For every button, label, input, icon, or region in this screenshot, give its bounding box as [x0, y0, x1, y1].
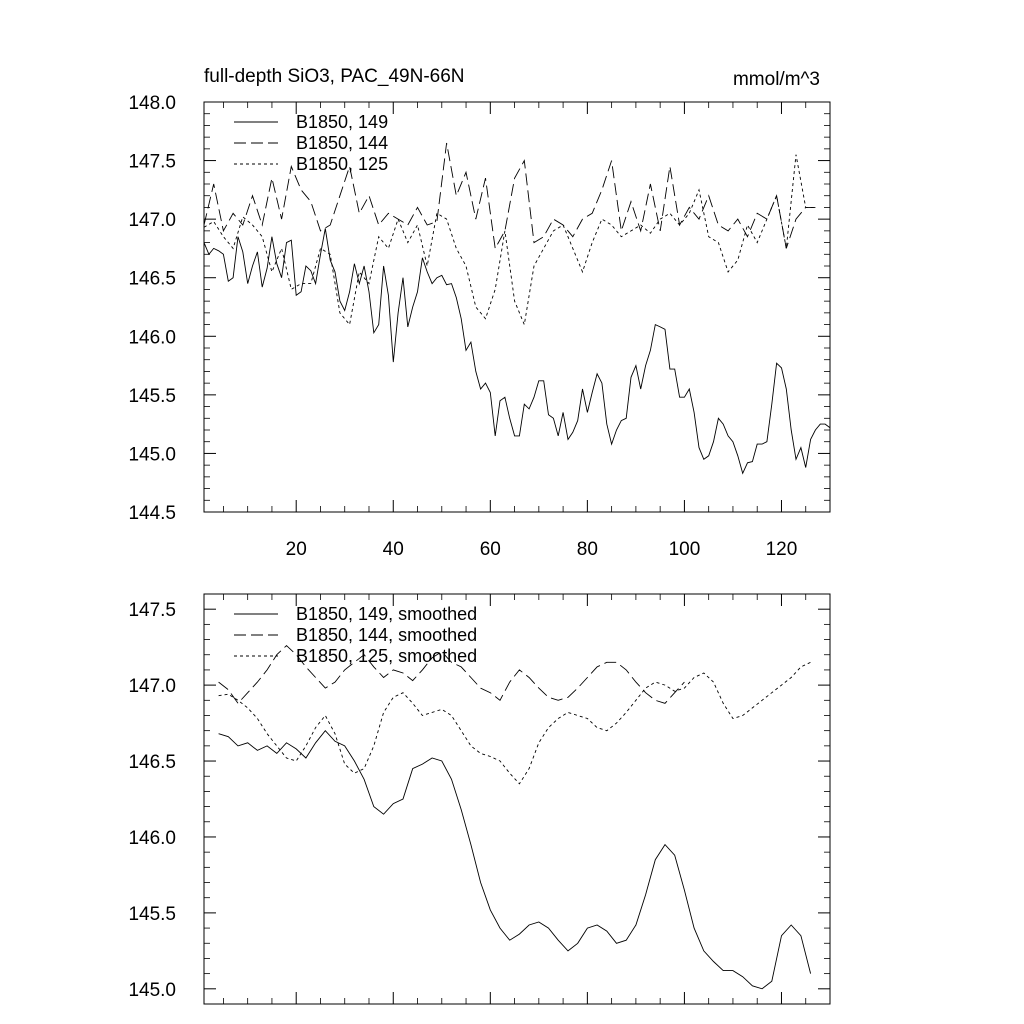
- top-axes-ticks: 20 40 60 80 100 120 144.5 145.0 145.5 146.0 146.5 1…: [128, 93, 831, 560]
- top-series-group: [203, 142, 831, 475]
- y-tick-label: 145.5: [128, 904, 176, 925]
- y-tick-label: 146.0: [128, 828, 176, 849]
- x-tick-label: 80: [577, 539, 598, 560]
- y-tick-label: 147.5: [128, 152, 176, 173]
- bottom-panel: 145.0 145.5 146.0 146.5 147.0 147.5 B1850, 14…: [128, 593, 831, 1005]
- x-tick-label: 40: [383, 539, 404, 560]
- legend-label: B1850, 149: [296, 112, 388, 132]
- y-tick-label: 146.5: [128, 752, 176, 773]
- series-line-solid: [203, 228, 831, 475]
- y-tick-label: 145.5: [128, 386, 176, 407]
- x-tick-label: 20: [286, 539, 307, 560]
- y-tick-label: 147.0: [128, 676, 176, 697]
- legend-label: B1850, 144: [296, 133, 388, 153]
- series-line-dotted: [218, 661, 811, 785]
- y-tick-label: 147.0: [128, 210, 176, 231]
- top-plot-frame: [203, 101, 831, 513]
- bottom-axes-ticks: 145.0 145.5 146.0 146.5 147.0 147.5: [128, 593, 831, 1005]
- y-tick-label: 145.0: [128, 444, 176, 465]
- bottom-series-group: [218, 644, 812, 990]
- y-tick-label: 144.5: [128, 503, 176, 524]
- legend-label: B1850, 144, smoothed: [296, 625, 477, 645]
- x-tick-label: 100: [669, 539, 701, 560]
- units-label: mmol/m^3: [733, 69, 820, 90]
- top-panel: full-depth SiO3, PAC_49N-66N mmol/m^3 20…: [128, 66, 831, 560]
- x-tick-label: 120: [766, 539, 798, 560]
- series-line-solid: [218, 730, 812, 990]
- series-line-dotted: [203, 154, 816, 327]
- bottom-plot-frame: [203, 593, 831, 1005]
- y-tick-label: 146.0: [128, 327, 176, 348]
- legend-label: B1850, 149, smoothed: [296, 604, 477, 624]
- x-tick-label: 60: [480, 539, 501, 560]
- y-tick-label: 146.5: [128, 269, 176, 290]
- y-tick-label: 145.0: [128, 980, 176, 1001]
- legend-label: B1850, 125, smoothed: [296, 646, 477, 666]
- legend-label: B1850, 125: [296, 154, 388, 174]
- y-tick-label: 147.5: [128, 600, 176, 621]
- y-tick-label: 148.0: [128, 93, 176, 114]
- series-line-dashed: [203, 142, 816, 250]
- chart-title: full-depth SiO3, PAC_49N-66N: [204, 66, 465, 87]
- series-line-dashed: [218, 644, 685, 705]
